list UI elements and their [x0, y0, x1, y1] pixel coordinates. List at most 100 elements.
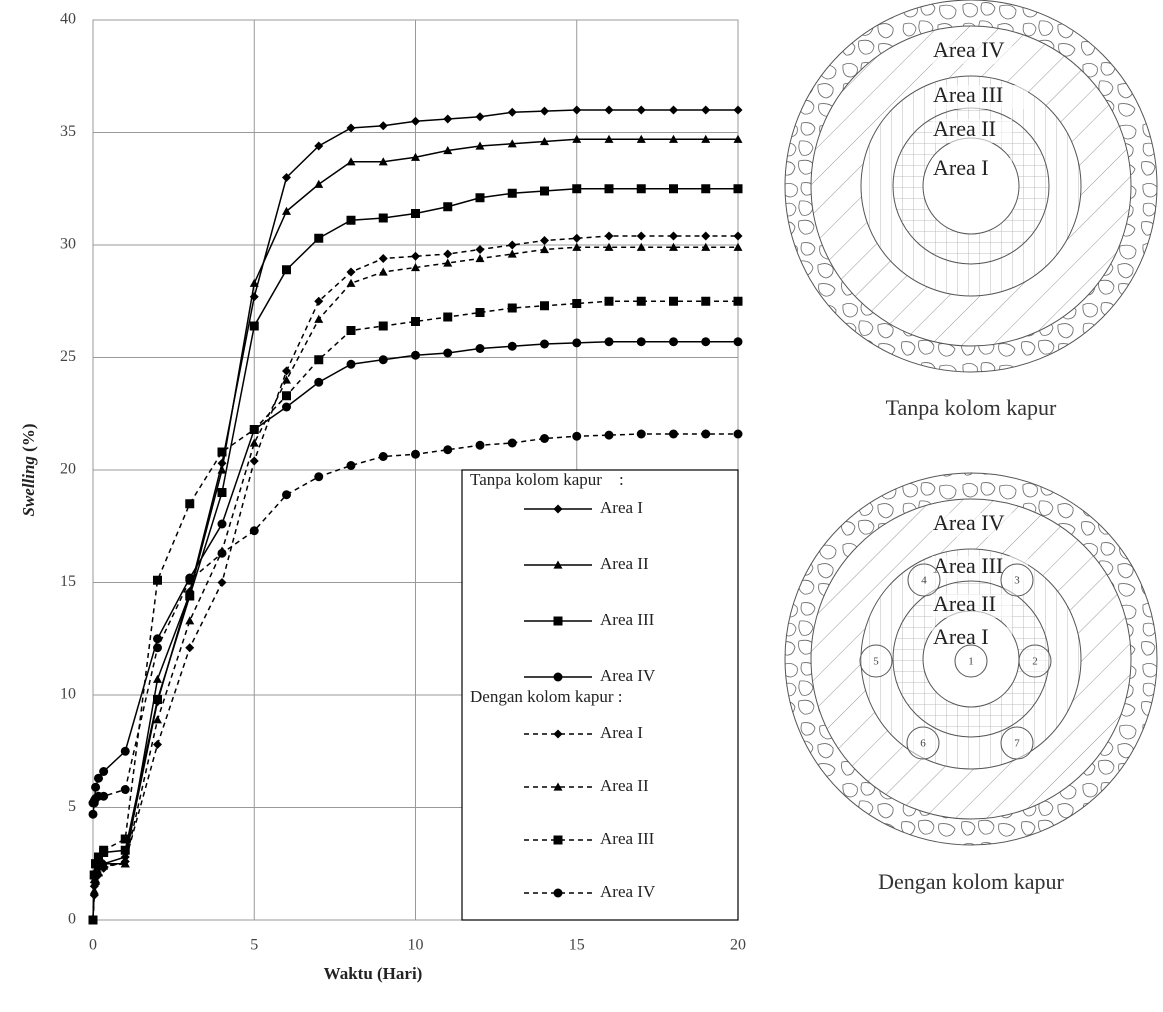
marker	[443, 114, 453, 124]
marker	[507, 188, 517, 198]
marker	[314, 472, 324, 482]
marker	[185, 499, 195, 509]
marker	[282, 402, 291, 412]
marker	[378, 121, 388, 131]
legend-entry: Area III	[524, 610, 655, 629]
marker	[88, 915, 98, 925]
marker	[443, 146, 453, 155]
legend-marker	[553, 616, 563, 626]
marker	[701, 296, 711, 306]
legend-title: Tanpa kolom kapur :	[470, 470, 624, 489]
marker	[733, 337, 743, 347]
marker	[120, 859, 130, 868]
y-tick-label: 15	[60, 573, 76, 590]
column-number: 5	[873, 656, 879, 668]
marker	[636, 231, 646, 241]
marker	[153, 695, 162, 704]
marker	[540, 137, 549, 146]
marker	[411, 152, 420, 161]
marker	[217, 465, 227, 474]
marker	[701, 337, 711, 347]
marker	[540, 236, 549, 245]
area-label: Area III	[933, 82, 1003, 107]
legend-label: Area I	[600, 498, 643, 517]
marker	[669, 184, 678, 194]
marker	[604, 337, 614, 347]
marker	[346, 123, 356, 133]
marker	[314, 141, 324, 151]
marker	[604, 134, 614, 143]
marker	[99, 845, 109, 855]
marker	[669, 296, 678, 306]
marker	[89, 870, 99, 880]
marker	[443, 312, 453, 322]
marker	[669, 134, 678, 143]
marker	[475, 440, 485, 450]
y-axis-title-emphasis: Swelling	[19, 456, 38, 517]
area-label: Area I	[933, 155, 989, 180]
diagram-caption: Tanpa kolom kapur	[886, 395, 1057, 420]
legend-label: Area I	[600, 723, 643, 742]
marker	[378, 213, 388, 223]
marker	[733, 242, 743, 251]
marker	[572, 184, 582, 194]
marker	[701, 429, 711, 439]
legend-label: Area IV	[600, 882, 656, 901]
marker	[572, 134, 582, 143]
marker	[314, 233, 324, 243]
area-label: Area III	[933, 553, 1003, 578]
marker	[411, 317, 420, 326]
marker	[282, 206, 291, 215]
marker	[540, 186, 549, 196]
lime-column	[1000, 726, 1034, 760]
marker	[378, 254, 388, 263]
marker	[99, 861, 109, 870]
marker	[378, 267, 388, 276]
marker	[636, 429, 646, 439]
marker	[636, 337, 646, 347]
marker	[507, 249, 517, 258]
column-number: 3	[1014, 575, 1020, 587]
marker	[346, 461, 356, 470]
marker	[636, 134, 646, 143]
marker	[475, 245, 485, 254]
marker	[443, 249, 453, 259]
marker	[346, 215, 356, 225]
marker	[185, 591, 195, 601]
label-bg	[932, 119, 1012, 143]
marker	[93, 852, 103, 862]
marker	[91, 859, 101, 869]
marker	[540, 301, 549, 311]
column-number: 6	[920, 738, 926, 750]
marker	[604, 231, 614, 241]
marker	[572, 242, 582, 251]
lime-column	[859, 644, 893, 678]
marker	[411, 251, 420, 261]
label-bg	[932, 594, 1012, 618]
soil-diagram: Area IV Area III Area II Area I 1 2 3 4 5 6 7 Denga…	[784, 472, 1158, 894]
area-label: Area IV	[933, 37, 1005, 62]
marker	[701, 184, 711, 194]
marker	[443, 202, 453, 212]
marker	[733, 231, 743, 241]
marker	[282, 375, 291, 384]
marker	[572, 233, 582, 243]
label-bg	[932, 85, 1028, 109]
marker	[314, 314, 324, 323]
lime-column	[1000, 563, 1034, 597]
marker	[314, 355, 324, 365]
marker	[120, 746, 130, 756]
marker	[185, 643, 195, 653]
marker	[346, 359, 356, 369]
x-tick-label: 5	[250, 937, 258, 954]
marker	[185, 616, 195, 625]
lime-column	[906, 726, 940, 760]
marker	[346, 278, 356, 287]
marker	[636, 296, 646, 306]
marker	[217, 519, 227, 529]
marker	[443, 258, 453, 267]
marker	[217, 447, 227, 457]
y-tick-label: 25	[60, 348, 76, 365]
column-number: 7	[1014, 738, 1020, 750]
legend-entry: Area IV	[524, 666, 656, 685]
